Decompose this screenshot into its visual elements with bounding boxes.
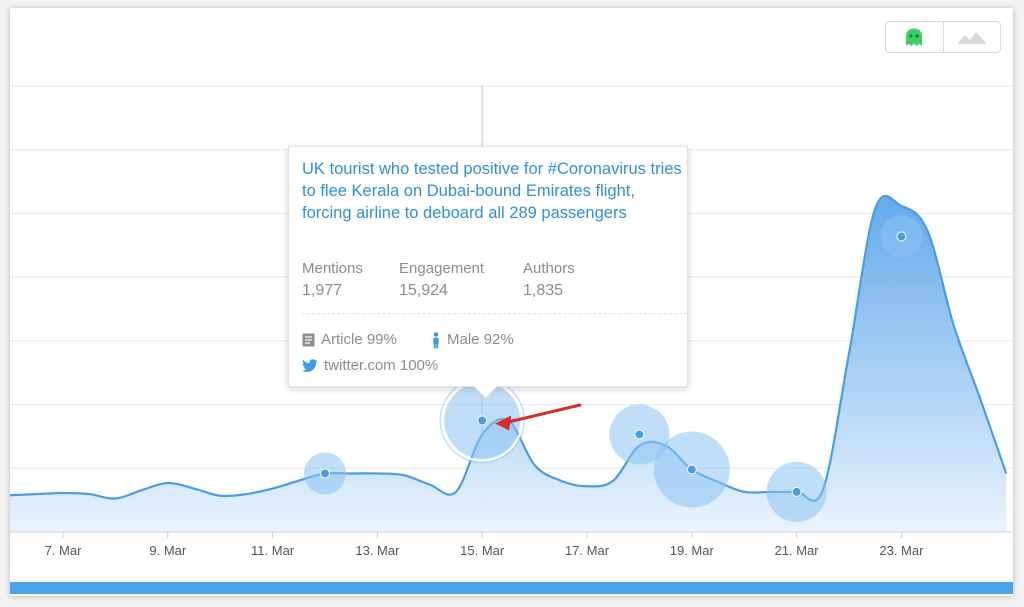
stat-value: 1,835: [523, 282, 564, 299]
document-icon: [302, 333, 315, 347]
chart-card: 7. Mar 9. Mar 11. Mar 13. Mar 15. Mar 17. Mar…: [10, 8, 1013, 596]
x-tick-label: 7. Mar: [45, 543, 83, 558]
view-toggle[interactable]: [885, 21, 1001, 53]
stat-value: 15,924: [399, 282, 448, 299]
stat-label: Authors: [523, 260, 575, 277]
stat-label: Engagement: [399, 260, 485, 277]
x-tick-label: 17. Mar: [565, 543, 610, 558]
stat-mentions: Mentions 1,977: [302, 259, 363, 302]
x-tick-label: 13. Mar: [355, 543, 400, 558]
data-point-group: [304, 452, 346, 495]
male-icon: [433, 331, 439, 348]
stat-authors: Authors 1,835: [523, 259, 575, 302]
stat-label: Mentions: [302, 260, 363, 277]
twitter-icon: [302, 359, 318, 372]
data-point: [791, 486, 802, 497]
ghost-icon: [906, 28, 923, 46]
area-view-button[interactable]: [942, 22, 1001, 52]
data-point-group: [653, 431, 730, 508]
x-tick-label: 21. Mar: [775, 543, 820, 558]
source-share: twitter.com 100%: [302, 356, 438, 376]
gender-share-text: Male 92%: [447, 331, 514, 348]
data-point-group: [766, 461, 827, 522]
tooltip-divider: [302, 313, 687, 314]
x-tick-label: 23. Mar: [879, 543, 924, 558]
x-tick-label: 19. Mar: [670, 543, 715, 558]
article-share: Article 99%: [302, 330, 397, 350]
gender-share: Male 92%: [431, 330, 514, 350]
range-scrollbar[interactable]: [10, 582, 1013, 594]
data-point: [477, 415, 488, 426]
stat-value: 1,977: [302, 282, 343, 299]
data-point: [320, 468, 330, 479]
data-point-group: [609, 404, 670, 465]
x-tick-label: 11. Mar: [251, 543, 295, 558]
mention-tooltip: UK tourist who tested positive for #Coro…: [288, 146, 688, 399]
chart-area[interactable]: 7. Mar 9. Mar 11. Mar 13. Mar 15. Mar 17. Mar…: [10, 8, 1013, 596]
data-point: [686, 464, 697, 475]
x-tick-label: 15. Mar: [460, 543, 505, 558]
article-share-text: Article 99%: [321, 331, 397, 348]
x-tick-label: 9. Mar: [149, 543, 187, 558]
data-point: [896, 231, 907, 242]
ghost-view-button[interactable]: [886, 22, 943, 52]
stat-engagement: Engagement 15,924: [399, 259, 484, 302]
data-point-group: [880, 215, 923, 258]
source-share-text: twitter.com 100%: [324, 357, 439, 374]
data-point: [634, 429, 645, 440]
mountain-icon: [956, 32, 987, 44]
annotation-arrow-head: [495, 415, 512, 431]
tooltip-headline-link[interactable]: UK tourist who tested positive for #Coro…: [302, 160, 682, 222]
annotation-arrow-shaft: [504, 403, 582, 424]
